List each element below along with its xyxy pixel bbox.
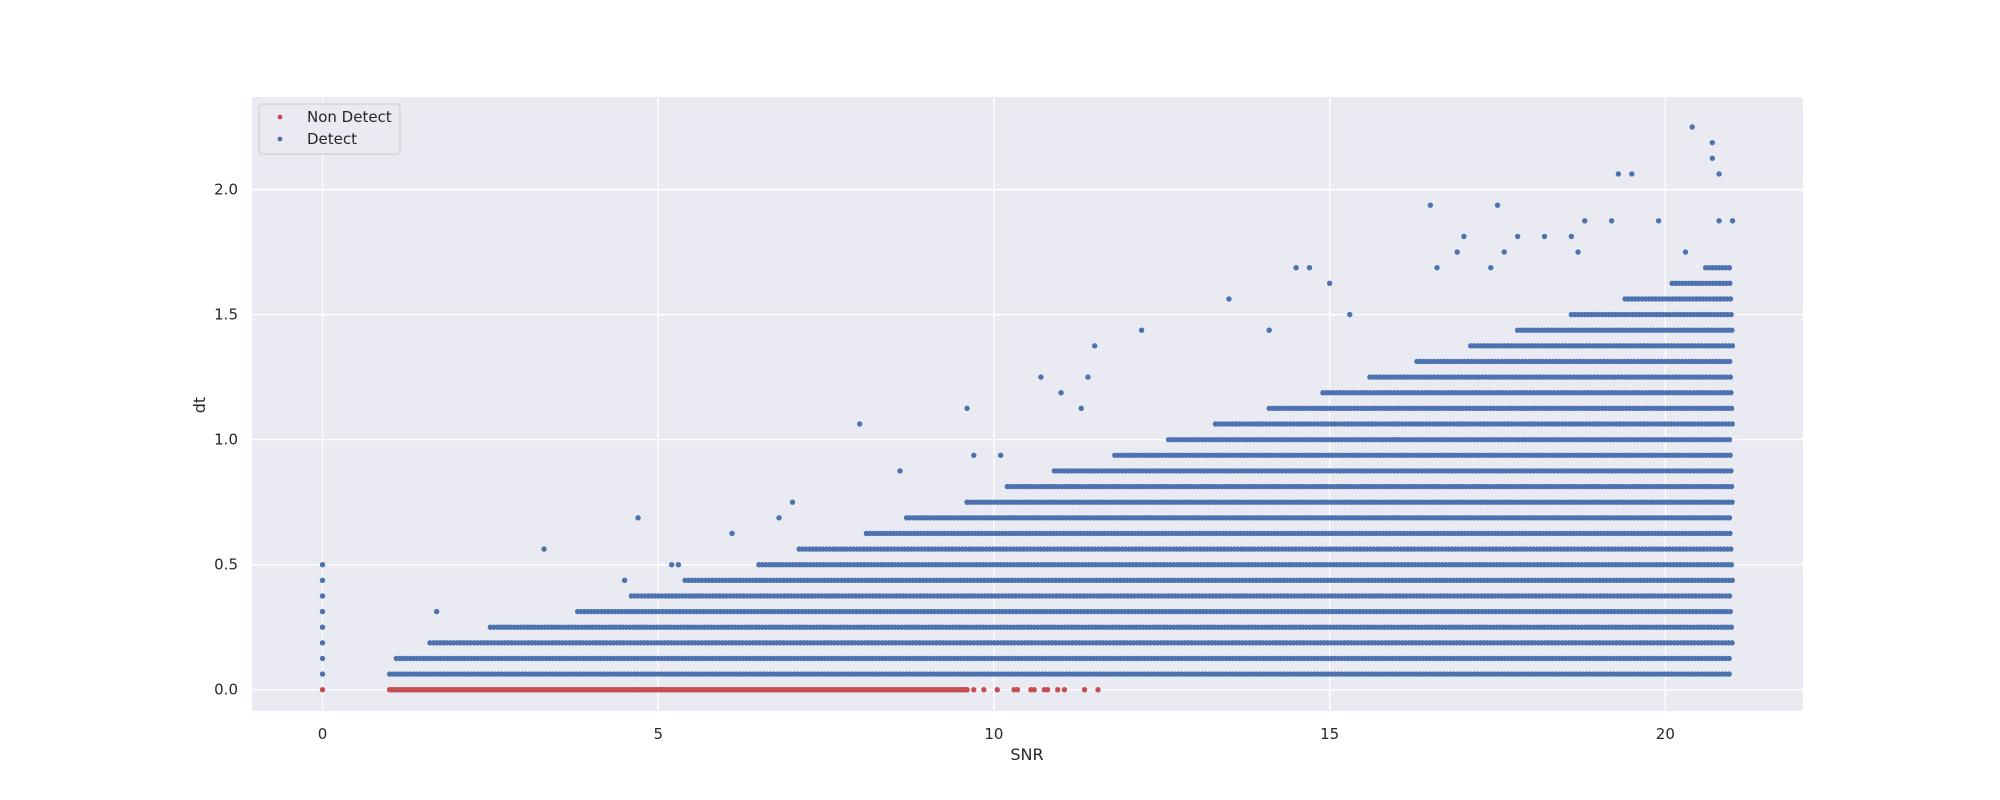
- point-detect: [1728, 483, 1735, 490]
- point-detect: [1729, 577, 1735, 584]
- point-detect: [1726, 515, 1733, 521]
- point-detect: [1728, 546, 1734, 552]
- point-detect: [1728, 561, 1735, 568]
- point-detect: [1728, 468, 1734, 474]
- point-detect: [1729, 499, 1735, 505]
- point-detect: [1729, 421, 1736, 427]
- point-detect: [1726, 671, 1732, 677]
- point-detect: [1726, 436, 1733, 443]
- point-detect: [1729, 640, 1735, 646]
- point-detect: [1726, 593, 1733, 599]
- point-detect: [1728, 405, 1735, 412]
- point-detect: [1726, 655, 1732, 662]
- plot-background: [252, 97, 1803, 711]
- data-points: [319, 124, 1736, 693]
- point-detect: [1727, 530, 1733, 537]
- point-detect: [1728, 624, 1735, 630]
- series-detect: [319, 124, 1736, 677]
- point-detect: [1727, 452, 1733, 458]
- point-detect: [1728, 390, 1734, 396]
- point-detect: [1727, 608, 1733, 615]
